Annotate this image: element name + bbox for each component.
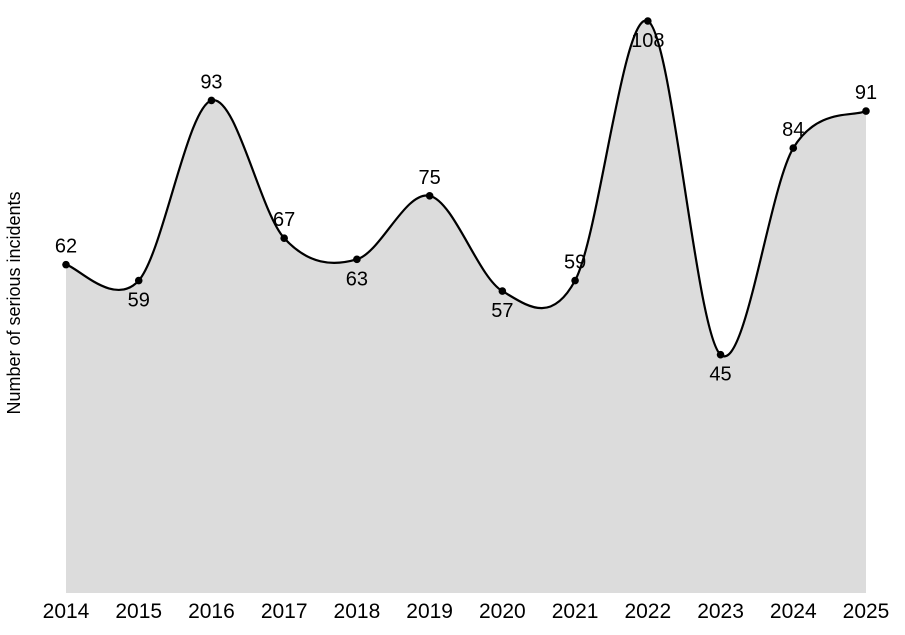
x-tick-label: 2023 — [697, 600, 744, 623]
data-label: 84 — [782, 119, 804, 141]
data-point — [644, 17, 652, 25]
data-label: 45 — [709, 364, 731, 386]
x-tick-label: 2017 — [261, 600, 308, 623]
x-tick-label: 2020 — [479, 600, 526, 623]
x-tick-label: 2025 — [843, 600, 890, 623]
data-label: 59 — [128, 290, 150, 312]
data-point — [862, 107, 870, 115]
data-point — [716, 350, 725, 359]
data-label: 57 — [491, 300, 513, 322]
x-tick-label: 2015 — [115, 600, 162, 623]
data-point — [498, 287, 507, 295]
data-point — [353, 255, 361, 264]
data-label: 75 — [419, 167, 441, 189]
data-label: 91 — [855, 82, 877, 104]
data-label: 62 — [55, 236, 77, 258]
data-label: 93 — [200, 71, 222, 93]
x-tick-label: 2021 — [552, 600, 599, 623]
data-point — [280, 234, 288, 242]
data-label: 67 — [273, 209, 295, 231]
data-point — [571, 276, 579, 285]
x-tick-label: 2014 — [43, 600, 90, 623]
y-axis-label: Number of serious incidents — [4, 191, 24, 414]
data-point — [207, 96, 216, 105]
x-axis-tick-labels: 2014 2015 2016 2017 2018 2019 2020 2021 2022 2023… — [43, 600, 890, 623]
data-point — [134, 276, 143, 285]
x-tick-label: 2018 — [334, 600, 381, 623]
data-label: 59 — [564, 252, 586, 274]
x-tick-label: 2016 — [188, 600, 235, 623]
data-label: 63 — [346, 268, 368, 290]
data-points — [62, 17, 870, 359]
area-fill — [66, 20, 866, 593]
data-label: 108 — [631, 30, 664, 52]
x-tick-label: 2024 — [770, 600, 817, 623]
data-point — [789, 144, 798, 152]
data-labels: 62 59 93 67 63 75 57 59 108 45 84 91 — [55, 30, 877, 386]
data-point — [425, 191, 434, 200]
x-tick-label: 2022 — [624, 600, 671, 623]
x-tick-label: 2019 — [406, 600, 453, 623]
data-point — [62, 260, 70, 269]
